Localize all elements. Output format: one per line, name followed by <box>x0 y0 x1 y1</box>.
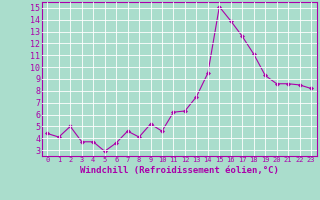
X-axis label: Windchill (Refroidissement éolien,°C): Windchill (Refroidissement éolien,°C) <box>80 166 279 175</box>
